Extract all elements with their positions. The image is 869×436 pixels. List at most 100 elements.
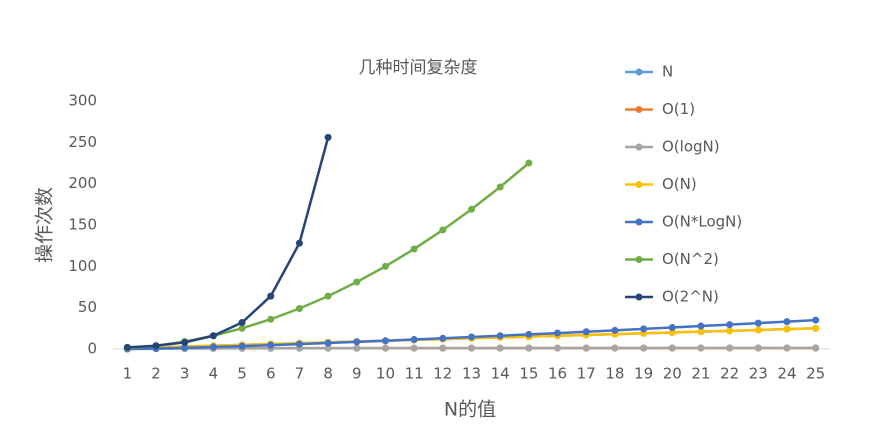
point xyxy=(812,316,820,324)
point xyxy=(468,344,475,352)
point xyxy=(554,344,562,352)
y-tick-label: 100 xyxy=(68,257,97,275)
point xyxy=(496,183,504,191)
x-tick-label: 5 xyxy=(237,365,247,383)
point xyxy=(209,332,217,340)
x-tick-label: 22 xyxy=(720,365,739,383)
x-tick-label: 13 xyxy=(462,365,481,383)
x-tick-label: 17 xyxy=(577,365,596,383)
point xyxy=(611,326,619,334)
legend-label: O(N*LogN) xyxy=(662,213,742,231)
point xyxy=(267,292,275,300)
y-tick-label: 50 xyxy=(78,298,97,316)
point xyxy=(640,344,648,352)
point xyxy=(324,292,332,300)
point xyxy=(640,325,648,333)
point xyxy=(754,344,762,352)
chart-title: 几种时间复杂度 xyxy=(359,58,478,78)
x-tick-label: 8 xyxy=(323,365,333,383)
y-tick-label: 150 xyxy=(68,216,97,234)
point xyxy=(554,329,562,337)
x-tick-label: 6 xyxy=(266,365,276,383)
point xyxy=(324,344,332,352)
point xyxy=(267,315,275,323)
x-tick-label: 16 xyxy=(548,365,567,383)
point xyxy=(123,343,131,351)
point xyxy=(783,344,791,352)
point xyxy=(496,344,504,352)
point xyxy=(582,328,590,336)
point xyxy=(295,304,303,312)
x-tick-label: 2 xyxy=(151,365,161,383)
legend-label: O(N^2) xyxy=(662,250,719,268)
x-tick-label: 4 xyxy=(209,365,219,383)
point xyxy=(238,324,246,332)
x-tick-label: 21 xyxy=(691,365,710,383)
legend-label: O(1) xyxy=(662,100,695,118)
point xyxy=(410,245,418,253)
x-axis-title: N的值 xyxy=(444,399,496,421)
legend-marker xyxy=(635,256,643,263)
legend-marker xyxy=(635,293,643,301)
x-tick-label: 20 xyxy=(663,365,682,383)
point xyxy=(381,262,389,270)
point xyxy=(381,337,389,345)
point xyxy=(353,344,361,352)
point xyxy=(812,344,820,352)
point xyxy=(525,330,533,338)
point xyxy=(726,327,734,335)
point xyxy=(697,322,705,330)
legend-label: O(N) xyxy=(662,175,697,193)
point xyxy=(295,239,303,247)
point xyxy=(697,344,705,352)
point xyxy=(295,340,303,348)
y-axis-title: 操作次数 xyxy=(34,187,56,263)
point xyxy=(582,344,590,352)
point xyxy=(468,205,475,213)
legend-marker xyxy=(635,68,643,76)
point xyxy=(611,344,619,352)
y-tick-label: 200 xyxy=(68,174,97,192)
legend-label: O(logN) xyxy=(662,138,720,156)
x-tick-label: 18 xyxy=(605,365,624,383)
point xyxy=(525,159,533,167)
legend-marker xyxy=(635,181,643,188)
y-tick-label: 250 xyxy=(68,133,97,151)
y-tick-label: 0 xyxy=(87,340,97,358)
x-tick-label: 9 xyxy=(352,365,362,383)
point xyxy=(812,324,820,332)
point xyxy=(381,344,389,352)
legend-label: N xyxy=(662,63,673,81)
legend-marker xyxy=(635,218,643,226)
x-tick-label: 10 xyxy=(376,365,395,383)
point xyxy=(668,328,676,336)
x-tick-label: 11 xyxy=(405,365,424,383)
point xyxy=(726,321,734,329)
x-tick-label: 25 xyxy=(806,365,825,383)
point xyxy=(783,318,791,326)
point xyxy=(238,342,246,350)
x-tick-label: 1 xyxy=(123,365,133,383)
y-tick-label: 300 xyxy=(68,92,97,110)
x-tick-label: 3 xyxy=(180,365,190,383)
x-tick-label: 14 xyxy=(491,365,510,383)
point xyxy=(353,278,361,286)
point xyxy=(439,344,447,352)
point xyxy=(353,338,361,346)
point xyxy=(439,226,447,234)
point xyxy=(410,344,418,352)
point xyxy=(668,344,676,352)
x-tick-label: 24 xyxy=(777,365,796,383)
point xyxy=(496,332,504,340)
point xyxy=(238,319,246,327)
point xyxy=(754,326,762,334)
point xyxy=(754,319,762,327)
x-tick-label: 12 xyxy=(433,365,452,383)
point xyxy=(525,344,533,352)
point xyxy=(181,338,189,346)
point xyxy=(152,342,160,350)
point xyxy=(468,333,475,341)
legend-marker xyxy=(635,106,643,113)
point xyxy=(697,328,705,336)
